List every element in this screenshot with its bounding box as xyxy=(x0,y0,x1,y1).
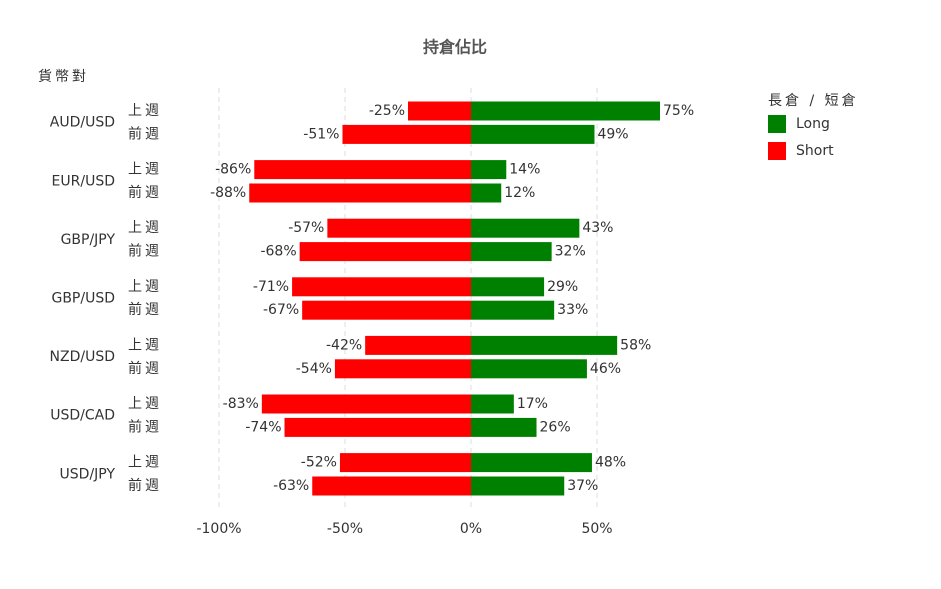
period-label: 上週 xyxy=(128,162,162,178)
bar xyxy=(327,218,471,238)
period-label: 前週 xyxy=(128,360,162,377)
bar xyxy=(249,183,471,203)
data-label: -86% xyxy=(215,162,251,178)
period-label: 前週 xyxy=(128,301,162,318)
legend-title: 長倉 / 短倉 xyxy=(768,93,859,109)
data-label: -51% xyxy=(303,126,339,142)
period-label: 前週 xyxy=(128,125,162,142)
period-label: 前週 xyxy=(128,477,162,494)
x-tick-label: -50% xyxy=(327,521,363,537)
category-label: USD/JPY xyxy=(60,466,116,482)
data-label: 32% xyxy=(555,244,586,260)
data-label: 43% xyxy=(582,220,613,236)
bar xyxy=(284,417,471,437)
bar xyxy=(471,101,660,121)
period-label: 前週 xyxy=(128,418,162,435)
period-label: 上週 xyxy=(128,103,162,119)
x-tick-label: -100% xyxy=(196,521,241,537)
bar xyxy=(471,453,592,473)
legend-swatch xyxy=(768,142,786,160)
y-axis-label: 貨幣對 xyxy=(38,68,89,85)
data-label: 37% xyxy=(567,478,598,494)
legend-label: Short xyxy=(796,143,834,159)
data-label: -74% xyxy=(245,419,281,435)
bar xyxy=(408,101,471,121)
data-label: -71% xyxy=(253,279,289,295)
bar xyxy=(365,335,471,355)
data-label: 12% xyxy=(504,185,535,201)
chart-title: 持倉佔比 xyxy=(423,38,487,57)
data-label: -52% xyxy=(301,455,337,471)
period-label: 前週 xyxy=(128,184,162,201)
bar xyxy=(302,300,471,320)
category-label: USD/CAD xyxy=(50,408,115,424)
data-label: -42% xyxy=(326,337,362,353)
bar xyxy=(471,160,507,180)
bar xyxy=(471,417,537,437)
data-label: -63% xyxy=(273,478,309,494)
bar xyxy=(299,242,471,262)
period-label: 上週 xyxy=(128,455,162,471)
category-label: AUD/USD xyxy=(50,115,115,131)
bar xyxy=(261,394,471,414)
data-label: 75% xyxy=(663,103,694,119)
x-tick-label: 50% xyxy=(581,521,612,537)
bar xyxy=(471,394,514,414)
data-label: 29% xyxy=(547,279,578,295)
bar xyxy=(334,359,471,379)
data-label: -88% xyxy=(210,185,246,201)
data-label: -67% xyxy=(263,302,299,318)
data-label: -54% xyxy=(296,361,332,377)
data-label: 33% xyxy=(557,302,588,318)
bar xyxy=(312,476,471,496)
data-label: 48% xyxy=(595,455,626,471)
category-label: GBP/USD xyxy=(51,291,115,307)
bar xyxy=(339,453,471,473)
data-label: -83% xyxy=(223,396,259,412)
bar xyxy=(471,183,502,203)
data-label: 14% xyxy=(509,162,540,178)
bar xyxy=(471,476,565,496)
period-label: 前週 xyxy=(128,243,162,260)
bar xyxy=(292,277,471,297)
x-tick-label: 0% xyxy=(460,521,482,537)
category-label: EUR/USD xyxy=(52,173,115,189)
category-label: NZD/USD xyxy=(50,349,115,365)
legend-label: Long xyxy=(796,116,830,132)
bar xyxy=(471,335,618,355)
category-label: GBP/JPY xyxy=(61,232,116,248)
bar xyxy=(471,300,555,320)
period-label: 上週 xyxy=(128,337,162,353)
bar xyxy=(471,124,595,144)
data-label: -25% xyxy=(369,103,405,119)
bar xyxy=(342,124,471,144)
period-label: 上週 xyxy=(128,220,162,236)
bar xyxy=(471,277,545,297)
data-label: 17% xyxy=(517,396,548,412)
period-label: 上週 xyxy=(128,396,162,412)
bar xyxy=(471,359,587,379)
data-label: -68% xyxy=(260,244,296,260)
data-label: 26% xyxy=(540,419,571,435)
data-label: 49% xyxy=(597,126,628,142)
data-label: -57% xyxy=(288,220,324,236)
period-label: 上週 xyxy=(128,279,162,295)
data-label: 58% xyxy=(620,337,651,353)
bar xyxy=(471,242,552,262)
bar xyxy=(254,160,471,180)
bar xyxy=(471,218,580,238)
legend-swatch xyxy=(768,115,786,133)
data-label: 46% xyxy=(590,361,621,377)
